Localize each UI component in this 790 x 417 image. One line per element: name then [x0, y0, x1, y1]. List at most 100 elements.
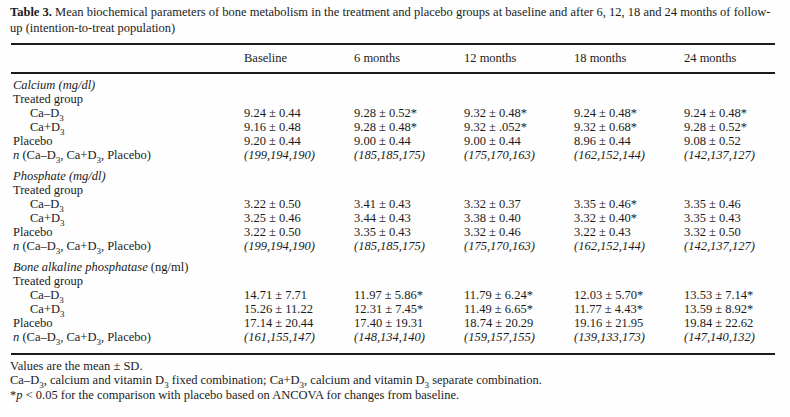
value-cell: (139,133,173)	[574, 330, 684, 344]
row-label: Placebo	[11, 316, 244, 330]
row-label: Placebo	[11, 225, 244, 239]
table-row: Ca–D39.24 ± 0.449.28 ± 0.52*9.32 ± 0.48*…	[11, 106, 775, 120]
text-segment: Ca+D3	[30, 302, 64, 316]
text-segment: < 0.05 for the comparison with placebo b…	[23, 388, 460, 402]
table-footnotes: Values are the mean ± SD.Ca–D3, calcium …	[10, 359, 778, 402]
row-label: Ca+D3	[11, 302, 244, 316]
value-cell: (185,185,175)	[354, 239, 464, 253]
column-header: 12 months	[464, 51, 574, 66]
section-title: Calcium (mg/dl)	[11, 78, 775, 92]
footnote-line: *p < 0.05 for the comparison with placeb…	[10, 388, 778, 402]
table-section: Calcium (mg/dl)Treated groupCa–D39.24 ± …	[11, 78, 775, 162]
row-label: n (Ca–D3, Ca+D3, Placebo)	[11, 239, 244, 253]
value-cell: (199,194,190)	[244, 148, 354, 162]
value-cell: 3.32 ± 0.37	[464, 197, 574, 211]
row-label: Ca–D3	[11, 197, 244, 211]
value-cell: 19.84 ± 22.62	[684, 316, 790, 330]
table-row: Ca–D33.22 ± 0.503.41 ± 0.433.32 ± 0.373.…	[11, 197, 775, 211]
value-cell: 3.38 ± 0.40	[464, 211, 574, 225]
table-bottom-rule	[11, 353, 775, 355]
table-section: Bone alkaline phosphatase (ng/ml)Treated…	[11, 260, 775, 344]
table-row: Placebo3.22 ± 0.503.35 ± 0.433.32 ± 0.46…	[11, 225, 775, 239]
value-cell: (185,185,175)	[354, 148, 464, 162]
value-cell: 13.53 ± 7.14*	[684, 288, 790, 302]
value-cell: 3.32 ± 0.50	[684, 225, 790, 239]
value-cell: 3.41 ± 0.43	[354, 197, 464, 211]
table-row: Treated group	[11, 92, 775, 106]
column-header: Baseline	[244, 51, 354, 66]
table-row: Placebo9.20 ± 0.449.00 ± 0.449.00 ± 0.44…	[11, 134, 775, 148]
value-cell: (142,137,127)	[684, 239, 790, 253]
value-cell: 3.22 ± 0.50	[244, 197, 354, 211]
value-cell: (162,152,144)	[574, 239, 684, 253]
value-cell: 9.32 ± .052*	[464, 120, 574, 134]
table-number: Table 3.	[10, 5, 52, 19]
value-cell: (159,157,155)	[464, 330, 574, 344]
table-caption-text: Mean biochemical parameters of bone meta…	[10, 5, 770, 35]
text-segment: Ca–D3	[30, 288, 64, 302]
value-cell: (175,170,163)	[464, 239, 574, 253]
value-cell: 3.35 ± 0.43	[684, 211, 790, 225]
value-cell: 9.00 ± 0.44	[354, 134, 464, 148]
value-cell: 3.35 ± 0.43	[354, 225, 464, 239]
column-header: 6 months	[354, 51, 464, 66]
table-header-row: Baseline6 months12 months18 months24 mon…	[11, 45, 775, 72]
row-label: Treated group	[11, 183, 244, 197]
value-cell: 15.26 ± 11.22	[244, 302, 354, 316]
table-row: Ca–D314.71 ± 7.7111.97 ± 5.86*11.79 ± 6.…	[11, 288, 775, 302]
value-cell: 12.03 ± 5.70*	[574, 288, 684, 302]
value-cell: (199,194,190)	[244, 239, 354, 253]
value-cell: 9.28 ± 0.52*	[684, 120, 790, 134]
table-section: Phosphate (mg/dl)Treated groupCa–D33.22 …	[11, 169, 775, 253]
value-cell: (175,170,163)	[464, 148, 574, 162]
data-table: Baseline6 months12 months18 months24 mon…	[11, 43, 775, 355]
row-label: Treated group	[11, 92, 244, 106]
value-cell: 9.28 ± 0.52*	[354, 106, 464, 120]
text-segment: (Ca–D3, Ca+D3, Placebo)	[19, 148, 151, 162]
text-segment: Values are the mean ± SD.	[10, 359, 143, 373]
value-cell: 19.16 ± 21.95	[574, 316, 684, 330]
column-header: 24 months	[684, 51, 790, 66]
value-cell: 9.32 ± 0.48*	[464, 106, 574, 120]
text-segment: (Ca–D3, Ca+D3, Placebo)	[19, 330, 151, 344]
row-label: Ca–D3	[11, 106, 244, 120]
paper-table-page: Table 3. Mean biochemical parameters of …	[0, 0, 790, 417]
table-header-rule	[11, 72, 775, 74]
value-cell: 9.20 ± 0.44	[244, 134, 354, 148]
section-title: Bone alkaline phosphatase (ng/ml)	[11, 260, 775, 274]
row-label: Placebo	[11, 134, 244, 148]
value-cell: 17.14 ± 20.44	[244, 316, 354, 330]
value-cell: 13.59 ± 8.92*	[684, 302, 790, 316]
value-cell: 17.40 ± 19.31	[354, 316, 464, 330]
value-cell: 9.00 ± 0.44	[464, 134, 574, 148]
table-row: Treated group	[11, 183, 775, 197]
value-cell: 9.24 ± 0.48*	[574, 106, 684, 120]
value-cell: 3.35 ± 0.46*	[574, 197, 684, 211]
table-row: Ca+D33.25 ± 0.463.44 ± 0.433.38 ± 0.403.…	[11, 211, 775, 225]
value-cell: 11.97 ± 5.86*	[354, 288, 464, 302]
table-row: n (Ca–D3, Ca+D3, Placebo)(161,155,147)(1…	[11, 330, 775, 344]
table-row: n (Ca–D3, Ca+D3, Placebo)(199,194,190)(1…	[11, 148, 775, 162]
row-label: Ca+D3	[11, 211, 244, 225]
value-cell: 3.25 ± 0.46	[244, 211, 354, 225]
table-row: Placebo17.14 ± 20.4417.40 ± 19.3118.74 ±…	[11, 316, 775, 330]
value-cell: 9.32 ± 0.68*	[574, 120, 684, 134]
text-segment: Placebo	[13, 316, 53, 330]
footnote-line: Values are the mean ± SD.	[10, 359, 778, 373]
table-row: Ca+D39.16 ± 0.489.28 ± 0.48*9.32 ± .052*…	[11, 120, 775, 134]
value-cell: (162,152,144)	[574, 148, 684, 162]
value-cell: 3.32 ± 0.46	[464, 225, 574, 239]
text-segment: Ca+D3	[30, 211, 64, 225]
value-cell: 11.49 ± 6.65*	[464, 302, 574, 316]
row-label: Treated group	[11, 274, 244, 288]
text-segment: Placebo	[13, 134, 53, 148]
row-label: n (Ca–D3, Ca+D3, Placebo)	[11, 330, 244, 344]
value-cell: (142,137,127)	[684, 148, 790, 162]
value-cell: 12.31 ± 7.45*	[354, 302, 464, 316]
text-segment: Treated group	[13, 183, 83, 197]
table-row: n (Ca–D3, Ca+D3, Placebo)(199,194,190)(1…	[11, 239, 775, 253]
value-cell: 9.08 ± 0.52	[684, 134, 790, 148]
value-cell: (148,134,140)	[354, 330, 464, 344]
text-segment: Phosphate (mg/dl)	[13, 169, 106, 183]
text-segment: Bone alkaline phosphatase	[13, 260, 148, 274]
